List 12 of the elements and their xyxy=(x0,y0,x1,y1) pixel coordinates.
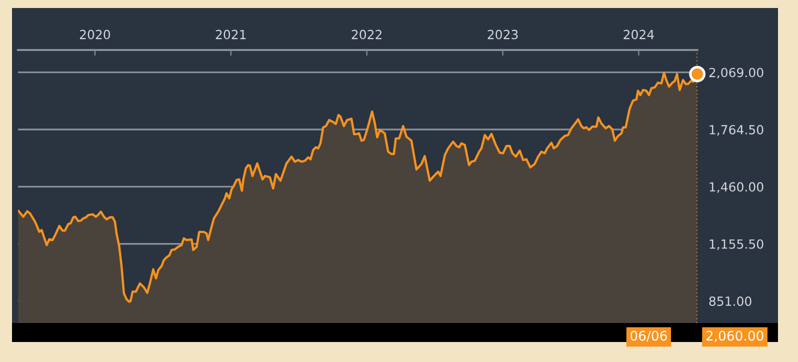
text: 06/06 xyxy=(630,330,667,342)
y-tick-label: 1,155.50 xyxy=(710,239,764,250)
y-tick-label: 1,460.00 xyxy=(710,182,764,193)
y-tick-label: 2,069.00 xyxy=(709,68,764,79)
x-tick-label: 2021 xyxy=(216,30,246,40)
y-tick-label: 1,764.50 xyxy=(710,124,764,136)
y-tick-label: 851.00 xyxy=(709,296,752,306)
text: 2,060.00 xyxy=(706,330,764,342)
x-tick-label: 2023 xyxy=(488,30,518,40)
x-tick-label: 2024 xyxy=(624,30,654,40)
x-tick-label: 2020 xyxy=(80,30,110,40)
x-tick-label: 2022 xyxy=(352,30,382,40)
